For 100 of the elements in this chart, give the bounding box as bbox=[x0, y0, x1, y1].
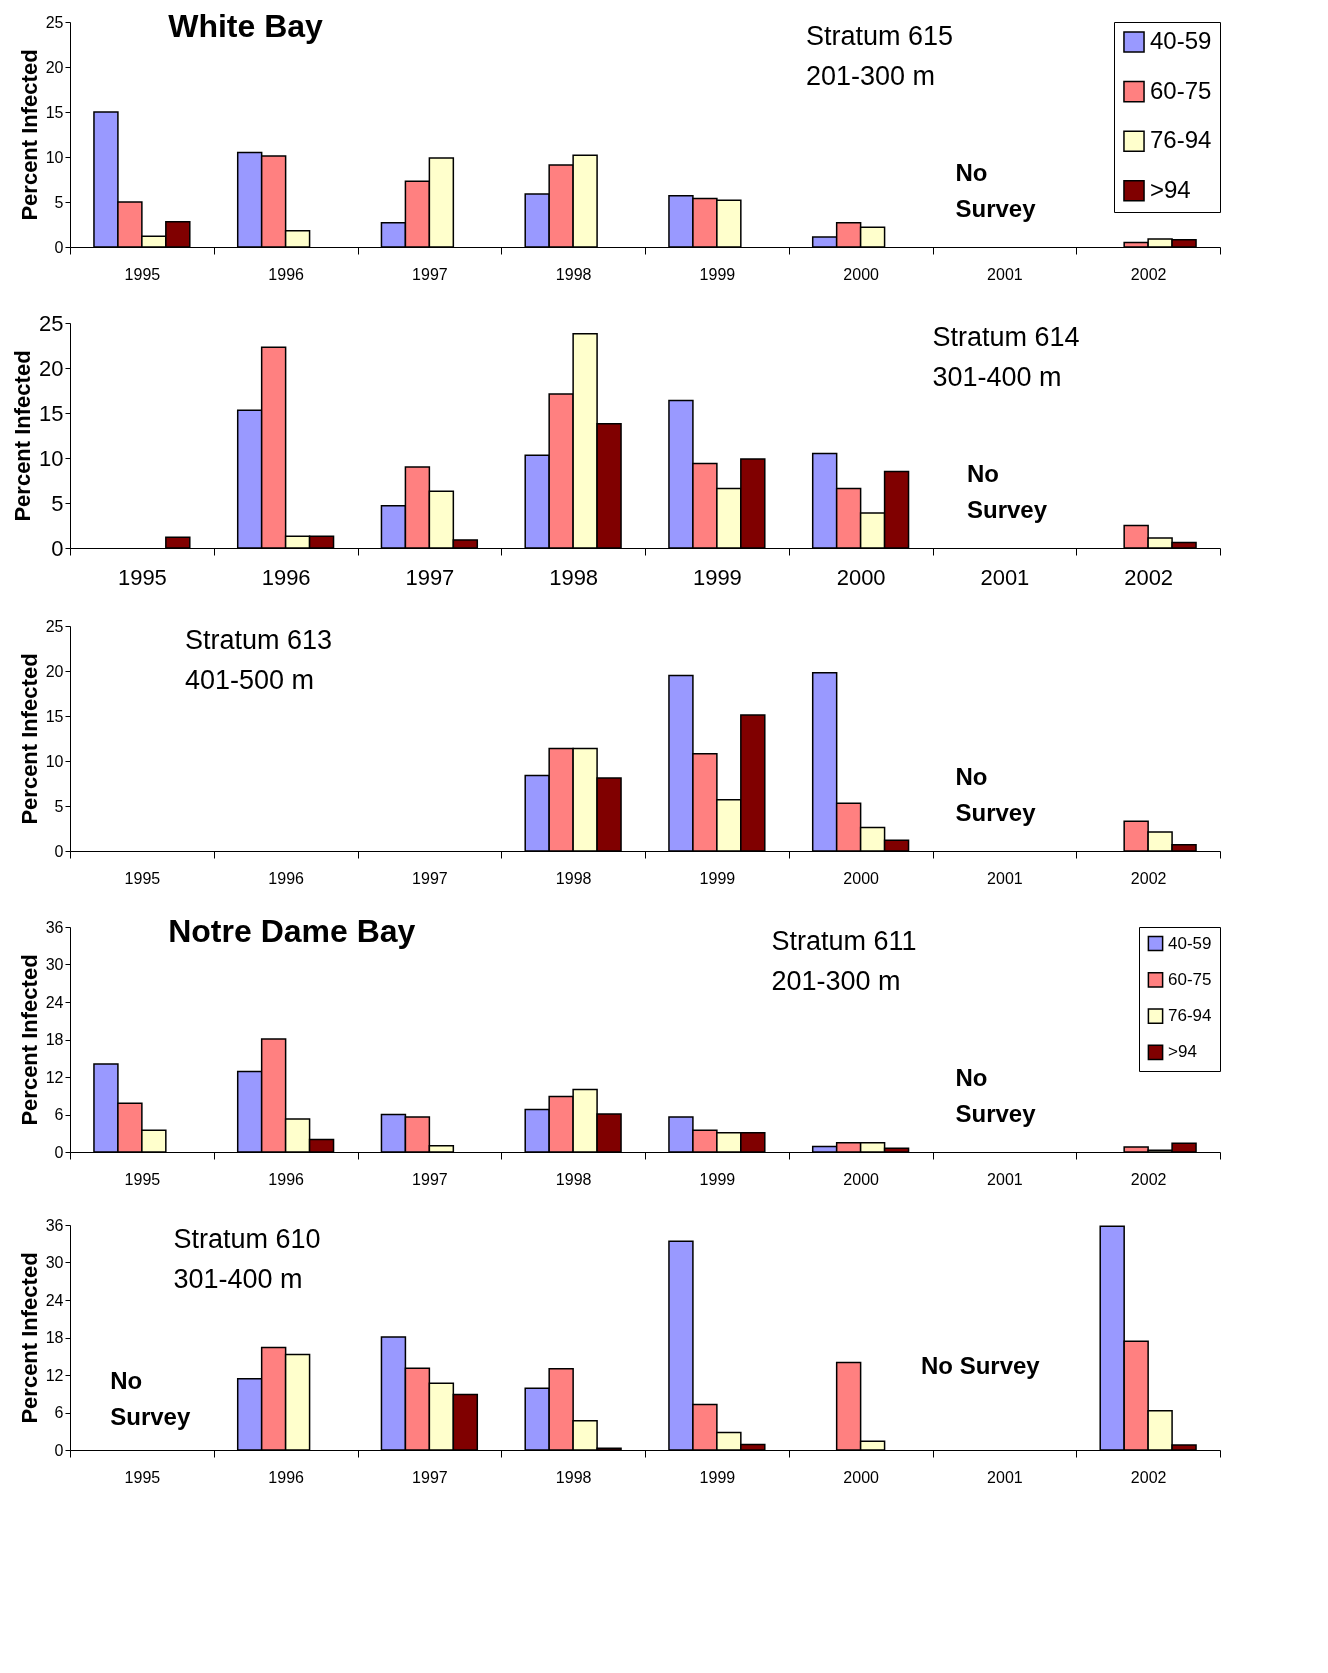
y-tick-label: 15 bbox=[45, 707, 64, 725]
y-tick-label: 6 bbox=[54, 1404, 64, 1421]
annotation: Stratum 614 bbox=[932, 322, 1080, 352]
y-tick-label: 15 bbox=[39, 400, 64, 426]
annotation: No Survey bbox=[110, 1367, 191, 1430]
y-tick-label: 0 bbox=[54, 1441, 64, 1459]
y-tick-label: 20 bbox=[45, 58, 64, 76]
y-tick-label: 5 bbox=[54, 797, 64, 815]
y-tick-label: 18 bbox=[45, 1329, 64, 1346]
legend-label: 76-94 bbox=[1150, 126, 1212, 154]
y-tick-label: 10 bbox=[45, 752, 64, 770]
legend-label: 40-59 bbox=[1150, 27, 1212, 54]
y-tick-label: 36 bbox=[45, 918, 64, 936]
y-tick-label: 12 bbox=[45, 1068, 64, 1086]
annotation: No Survey bbox=[955, 1064, 1037, 1127]
y-tick-label: 30 bbox=[45, 1254, 64, 1271]
x-tick-label: 1997 bbox=[412, 265, 448, 283]
x-tick-label: 2001 bbox=[980, 564, 1030, 590]
x-tick-label: 1996 bbox=[268, 265, 305, 283]
y-tick-label: 10 bbox=[45, 148, 64, 166]
x-tick-label: 1995 bbox=[124, 265, 161, 283]
annotation: 401-500 m bbox=[185, 665, 315, 695]
annotation: 301-400 m bbox=[173, 1264, 303, 1294]
annotation: No Survey bbox=[955, 763, 1037, 826]
x-tick-label: 2001 bbox=[987, 1170, 1023, 1188]
y-tick-label: 5 bbox=[51, 490, 64, 516]
y-tick-label: 30 bbox=[45, 956, 64, 973]
x-tick-label: 2000 bbox=[843, 265, 880, 283]
y-tick-label: 0 bbox=[54, 238, 64, 256]
x-tick-label: 2001 bbox=[987, 869, 1023, 887]
x-tick-label: 1999 bbox=[692, 564, 742, 590]
y-tick-label: 25 bbox=[39, 310, 64, 336]
x-tick-label: 1995 bbox=[117, 564, 167, 590]
y-tick-label: 18 bbox=[45, 1031, 64, 1048]
x-tick-label: 1997 bbox=[412, 1468, 448, 1486]
x-tick-label: 2002 bbox=[1130, 265, 1167, 283]
annotation: 301-400 m bbox=[932, 362, 1062, 392]
x-tick-label: 2000 bbox=[843, 1468, 880, 1486]
annotation: No Survey bbox=[955, 159, 1037, 222]
y-tick-label: 0 bbox=[51, 535, 64, 561]
y-tick-label: 20 bbox=[39, 355, 64, 381]
x-tick-label: 2001 bbox=[987, 265, 1023, 283]
y-tick-label: 0 bbox=[54, 1143, 64, 1161]
y-axis-title: Percent Infected bbox=[16, 1252, 42, 1424]
x-tick-label: 1997 bbox=[405, 564, 455, 590]
y-tick-label: 5 bbox=[54, 193, 64, 211]
x-tick-label: 1997 bbox=[412, 1170, 448, 1188]
y-tick-label: 25 bbox=[45, 13, 64, 31]
legend-label: >94 bbox=[1168, 1042, 1197, 1062]
x-tick-label: 2002 bbox=[1124, 564, 1174, 590]
legend-label: 60-75 bbox=[1150, 76, 1212, 104]
annotation: Stratum 613 bbox=[185, 625, 333, 655]
annotation: Stratum 611 bbox=[771, 926, 917, 956]
x-tick-label: 2000 bbox=[836, 564, 886, 590]
y-tick-label: 15 bbox=[45, 103, 64, 121]
x-tick-label: 1996 bbox=[268, 1170, 305, 1188]
y-tick-label: 24 bbox=[45, 993, 64, 1011]
x-tick-label: 1999 bbox=[699, 1170, 736, 1188]
x-tick-label: 1999 bbox=[699, 265, 736, 283]
x-tick-label: 2000 bbox=[843, 1170, 880, 1188]
legend-label: >94 bbox=[1150, 175, 1191, 203]
y-tick-label: 36 bbox=[45, 1216, 64, 1234]
legend-label: 76-94 bbox=[1168, 1006, 1212, 1026]
annotation: 201-300 m bbox=[771, 966, 901, 996]
x-tick-label: 1999 bbox=[699, 1468, 736, 1486]
x-tick-label: 1995 bbox=[124, 1170, 161, 1188]
x-tick-label: 1998 bbox=[555, 1468, 592, 1486]
x-tick-label: 1996 bbox=[268, 1468, 305, 1486]
y-tick-label: 20 bbox=[45, 662, 64, 680]
annotation: No Survey bbox=[921, 1352, 1041, 1379]
annotation: Stratum 610 bbox=[173, 1224, 321, 1254]
x-tick-label: 2002 bbox=[1130, 1468, 1167, 1486]
x-tick-label: 2002 bbox=[1130, 1170, 1167, 1188]
y-axis-title: Percent Infected bbox=[16, 49, 42, 221]
x-tick-label: 1998 bbox=[555, 869, 592, 887]
y-axis-title: Percent Infected bbox=[16, 653, 42, 825]
y-tick-label: 10 bbox=[39, 445, 64, 471]
legend-label: 40-59 bbox=[1168, 933, 1212, 953]
x-tick-label: 2001 bbox=[987, 1468, 1023, 1486]
x-tick-label: 1996 bbox=[268, 869, 305, 887]
chart-title: Notre Dame Bay bbox=[168, 913, 416, 949]
y-axis-title: Percent Infected bbox=[10, 350, 36, 522]
y-tick-label: 12 bbox=[45, 1366, 64, 1384]
y-tick-label: 24 bbox=[45, 1291, 64, 1309]
annotation: 201-300 m bbox=[806, 61, 936, 91]
y-tick-label: 25 bbox=[45, 617, 64, 635]
y-tick-label: 6 bbox=[54, 1106, 64, 1123]
y-tick-label: 0 bbox=[54, 842, 64, 860]
annotation: No Survey bbox=[967, 460, 1048, 523]
x-tick-label: 1996 bbox=[261, 564, 311, 590]
x-tick-label: 2000 bbox=[843, 869, 880, 887]
legend-label: 60-75 bbox=[1168, 969, 1212, 989]
x-tick-label: 1997 bbox=[412, 869, 448, 887]
x-tick-label: 1998 bbox=[555, 1170, 592, 1188]
y-axis-title: Percent Infected bbox=[16, 954, 42, 1126]
x-tick-label: 1998 bbox=[549, 564, 599, 590]
x-tick-label: 1998 bbox=[555, 265, 592, 283]
x-tick-label: 1995 bbox=[124, 869, 161, 887]
x-tick-label: 1995 bbox=[124, 1468, 161, 1486]
annotation: Stratum 615 bbox=[806, 21, 954, 51]
